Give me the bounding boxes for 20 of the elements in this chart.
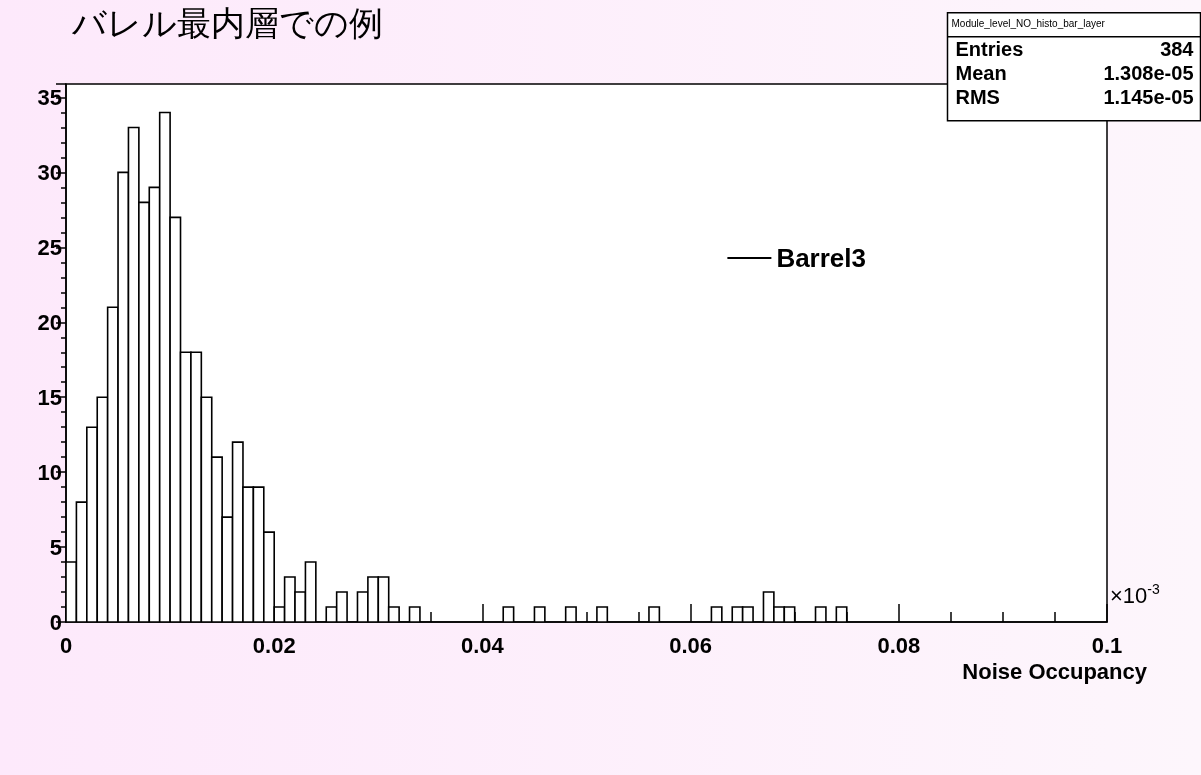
text: Entries 384 [955, 37, 1194, 60]
x-tick-label: 0.06 [669, 632, 713, 658]
x-axis-title: Noise Occupancy [962, 658, 1148, 684]
x-tick-label: 0.08 [877, 632, 921, 658]
y-tick-label: 5 [49, 534, 62, 560]
x-tick-label: 0.1 [1091, 632, 1123, 658]
y-tick-label: 25 [37, 234, 62, 260]
text: Module_level_NO_histo_bar_layer [951, 18, 1106, 30]
chart-title: バレル最内層での例 [71, 3, 383, 43]
x-tick-label: 0.02 [252, 632, 296, 658]
text: Mean 1.308e-05 [955, 61, 1194, 84]
text: RMS 1.145e-05 [955, 85, 1194, 108]
y-tick-label: 0 [49, 609, 62, 635]
y-tick-label: 20 [37, 309, 62, 335]
x-tick-label: 0.04 [460, 632, 505, 658]
y-tick-label: 30 [37, 159, 62, 185]
y-tick-label: 35 [37, 84, 62, 110]
y-tick-label: 15 [37, 384, 62, 410]
y-tick-label: 10 [37, 459, 62, 485]
legend-label: Barrel3 [776, 243, 867, 273]
